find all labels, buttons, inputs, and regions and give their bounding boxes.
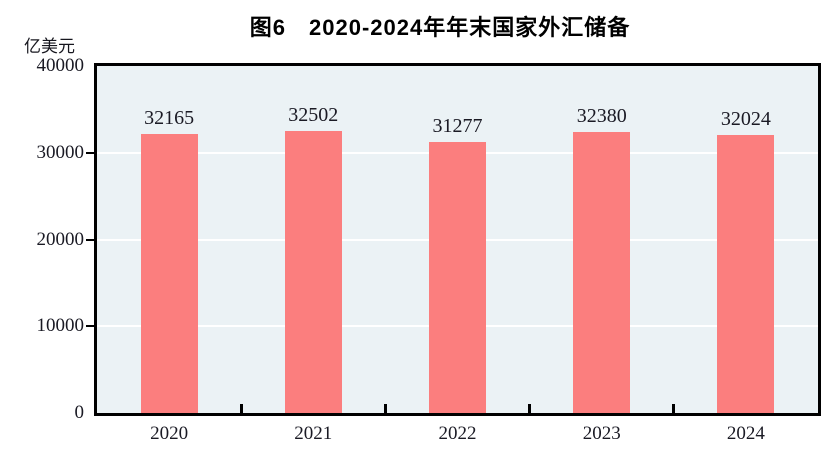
y-axis-tick-label: 30000: [36, 141, 85, 163]
bar-value-label: 32165: [144, 106, 195, 129]
bar-2020: [140, 133, 198, 413]
x-axis-category-label: 2024: [726, 423, 765, 444]
bar-value-label: 32024: [720, 108, 771, 131]
y-axis-tick: [86, 151, 94, 154]
x-axis-category-label: 2022: [438, 423, 477, 444]
y-axis-unit-label: 亿美元: [24, 37, 75, 56]
y-axis-tick: [86, 325, 94, 328]
y-axis-tick-label: 0: [74, 402, 85, 423]
bar-value-label: 32380: [576, 105, 627, 128]
bar-2022: [429, 141, 486, 413]
bar-2021: [284, 131, 342, 413]
x-axis-boundary-tick: [239, 404, 243, 413]
x-axis-category-label: 2020: [150, 423, 189, 444]
x-axis-category-label: 2021: [294, 423, 333, 444]
x-axis-boundary-tick: [672, 404, 676, 413]
y-axis-tick-label: 20000: [36, 228, 85, 250]
x-axis-category-label: 2023: [582, 423, 621, 444]
chart-title: 图6 2020-2024年年末国家外汇储备: [249, 15, 631, 40]
bar-value-label: 31277: [432, 114, 483, 137]
x-axis-boundary-tick: [383, 404, 387, 413]
bar-value-label: 32502: [288, 104, 339, 127]
bar-2023: [573, 132, 631, 413]
y-axis-tick: [86, 238, 94, 241]
y-axis-tick-label: 40000: [36, 55, 85, 76]
x-axis-boundary-tick: [528, 404, 532, 413]
plot-area: 32165 32502 31277 32380 32024: [94, 63, 821, 416]
bar-2024: [717, 135, 775, 413]
y-axis-tick-label: 10000: [36, 315, 85, 337]
